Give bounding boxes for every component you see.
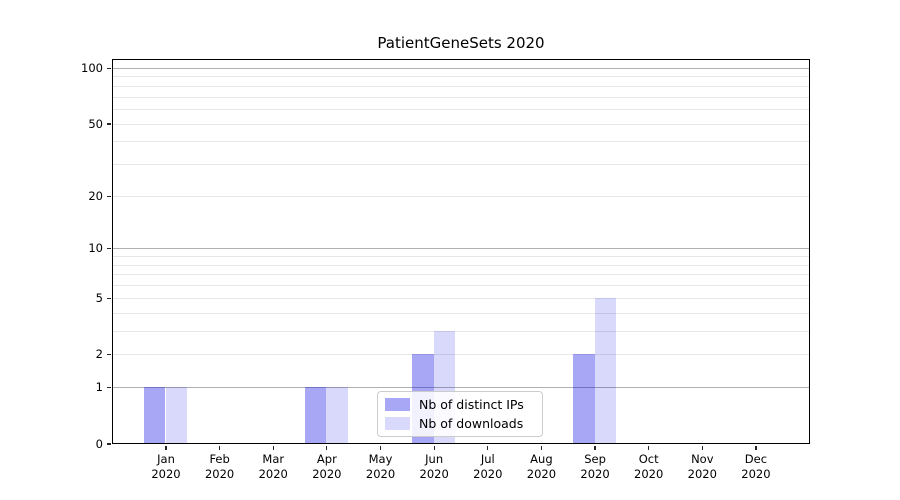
x-tick-mark (165, 445, 167, 450)
x-tick-label: Mar 2020 (258, 452, 288, 481)
y-tick-mark (107, 297, 111, 299)
y-tick-label: 1 (95, 380, 103, 395)
y-tick-mark (107, 248, 111, 250)
bar-nb-of-distinct-ips-sep (572, 354, 595, 444)
minor-gridline (112, 85, 809, 87)
x-tick-mark (755, 445, 757, 450)
chart-title: PatientGeneSets 2020 (377, 34, 545, 52)
y-tick-label: 20 (88, 188, 103, 203)
x-tick-label: Oct 2020 (634, 452, 664, 481)
y-tick-mark (107, 195, 111, 197)
x-tick-mark (540, 445, 542, 450)
minor-gridline (112, 256, 809, 258)
legend-swatch-downloads (385, 417, 410, 430)
x-tick-mark (272, 445, 274, 450)
x-tick-mark (219, 445, 221, 450)
minor-gridline (112, 123, 809, 125)
y-tick-label: 5 (95, 290, 103, 305)
y-tick-mark (107, 443, 111, 445)
minor-gridline (112, 297, 809, 299)
minor-gridline (112, 274, 809, 276)
x-tick-mark (701, 445, 703, 450)
x-tick-label: Feb 2020 (204, 452, 235, 481)
x-tick-mark (594, 445, 596, 450)
bar-nb-of-downloads-apr (326, 387, 348, 444)
x-tick-label: Nov 2020 (687, 452, 717, 481)
bar-nb-of-distinct-ips-jan (143, 387, 166, 444)
minor-gridline (112, 164, 809, 166)
minor-gridline (112, 330, 809, 332)
legend-swatch-distinct-ips (385, 398, 410, 411)
legend-label-distinct-ips: Nb of distinct IPs (419, 397, 524, 412)
y-tick-label: 100 (81, 60, 103, 75)
major-gridline (112, 67, 809, 69)
major-gridline (112, 248, 809, 250)
y-tick-label: 2 (95, 347, 103, 362)
minor-gridline (112, 264, 809, 266)
y-tick-label: 10 (88, 241, 103, 256)
y-tick-label: 0 (95, 436, 103, 451)
x-tick-mark (487, 445, 489, 450)
bar-nb-of-downloads-jan (165, 387, 188, 444)
minor-gridline (112, 76, 809, 78)
y-tick-mark (107, 67, 111, 69)
y-tick-mark (107, 386, 111, 389)
y-tick-mark (107, 123, 111, 125)
x-tick-label: Jan 2020 (151, 452, 181, 481)
legend: Nb of distinct IPs Nb of downloads (377, 391, 543, 437)
y-tick-label: 50 (88, 116, 103, 131)
legend-item-distinct-ips: Nb of distinct IPs (385, 397, 542, 412)
x-tick-label: Jun 2020 (419, 452, 449, 481)
legend-label-downloads: Nb of downloads (419, 416, 524, 431)
minor-gridline (112, 312, 809, 314)
minor-gridline (112, 141, 809, 143)
minor-gridline (112, 354, 809, 356)
x-tick-label: Apr 2020 (312, 452, 342, 481)
x-tick-label: Sep 2020 (580, 452, 610, 481)
minor-gridline (112, 285, 809, 287)
bar-nb-of-distinct-ips-apr (304, 387, 327, 444)
x-tick-mark (648, 445, 650, 450)
x-tick-label: Jul 2020 (473, 452, 503, 481)
x-tick-label: Aug 2020 (526, 452, 557, 481)
x-tick-label: Dec 2020 (741, 452, 771, 481)
legend-item-downloads: Nb of downloads (385, 416, 542, 431)
x-tick-mark (326, 445, 328, 450)
x-tick-mark (379, 445, 382, 450)
minor-gridline (112, 195, 809, 197)
bar-nb-of-downloads-sep (594, 297, 617, 444)
major-gridline (112, 387, 809, 389)
plot-area (111, 58, 810, 444)
minor-gridline (112, 108, 809, 110)
x-tick-mark (433, 445, 435, 450)
x-tick-label: May 2020 (365, 452, 396, 481)
y-tick-mark (107, 353, 111, 356)
minor-gridline (112, 96, 809, 98)
